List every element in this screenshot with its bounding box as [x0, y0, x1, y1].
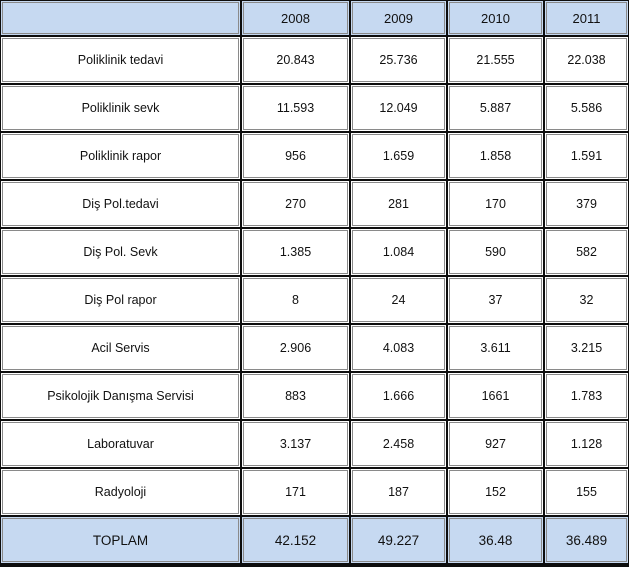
row-label: Poliklinik rapor	[1, 133, 240, 179]
total-cell-2008: 42.152	[242, 517, 349, 563]
row-label: Diş Pol rapor	[1, 277, 240, 323]
table-row: Poliklinik tedavi 20.843 25.736 21.555 2…	[1, 37, 628, 83]
table-cell: 4.083	[351, 325, 446, 371]
table-cell: 2.906	[242, 325, 349, 371]
table-cell: 5.887	[448, 85, 543, 131]
table-cell: 21.555	[448, 37, 543, 83]
table-cell: 37	[448, 277, 543, 323]
header-row: 2008 2009 2010 2011	[1, 1, 628, 35]
table-cell: 379	[545, 181, 628, 227]
table-cell: 1.783	[545, 373, 628, 419]
header-corner-cell	[1, 1, 240, 35]
table-cell: 5.586	[545, 85, 628, 131]
table-cell: 3.611	[448, 325, 543, 371]
header-year-2008: 2008	[242, 1, 349, 35]
table-cell: 11.593	[242, 85, 349, 131]
table-cell: 1.128	[545, 421, 628, 467]
table-cell: 22.038	[545, 37, 628, 83]
table-cell: 155	[545, 469, 628, 515]
table-cell: 20.843	[242, 37, 349, 83]
total-cell-2011: 36.489	[545, 517, 628, 563]
total-row: TOPLAM 42.152 49.227 36.48 36.489	[1, 517, 628, 563]
header-year-2010: 2010	[448, 1, 543, 35]
table-cell: 1.084	[351, 229, 446, 275]
total-cell-2010: 36.48	[448, 517, 543, 563]
header-year-2009: 2009	[351, 1, 446, 35]
row-label: Diş Pol. Sevk	[1, 229, 240, 275]
table-row: Diş Pol rapor 8 24 37 32	[1, 277, 628, 323]
table-cell: 1.591	[545, 133, 628, 179]
row-label: Diş Pol.tedavi	[1, 181, 240, 227]
table-row: Acil Servis 2.906 4.083 3.611 3.215	[1, 325, 628, 371]
table-cell: 3.215	[545, 325, 628, 371]
table-cell: 170	[448, 181, 543, 227]
table-cell: 171	[242, 469, 349, 515]
table-row: Diş Pol. Sevk 1.385 1.084 590 582	[1, 229, 628, 275]
table-row: Poliklinik rapor 956 1.659 1.858 1.591	[1, 133, 628, 179]
row-label: Psikolojik Danışma Servisi	[1, 373, 240, 419]
table-cell: 187	[351, 469, 446, 515]
table-cell: 270	[242, 181, 349, 227]
table-cell: 8	[242, 277, 349, 323]
header-year-2011: 2011	[545, 1, 628, 35]
table-row: Radyoloji 171 187 152 155	[1, 469, 628, 515]
table-row: Laboratuvar 3.137 2.458 927 1.128	[1, 421, 628, 467]
table-cell: 24	[351, 277, 446, 323]
table-row: Poliklinik sevk 11.593 12.049 5.887 5.58…	[1, 85, 628, 131]
table-cell: 956	[242, 133, 349, 179]
total-label: TOPLAM	[1, 517, 240, 563]
table-cell: 12.049	[351, 85, 446, 131]
table-cell: 927	[448, 421, 543, 467]
row-label: Laboratuvar	[1, 421, 240, 467]
row-label: Poliklinik tedavi	[1, 37, 240, 83]
table-cell: 25.736	[351, 37, 446, 83]
table-cell: 1.858	[448, 133, 543, 179]
table-cell: 582	[545, 229, 628, 275]
row-label: Radyoloji	[1, 469, 240, 515]
total-cell-2009: 49.227	[351, 517, 446, 563]
table-cell: 3.137	[242, 421, 349, 467]
table-cell: 32	[545, 277, 628, 323]
table-cell: 590	[448, 229, 543, 275]
table-cell: 1.666	[351, 373, 446, 419]
table-cell: 281	[351, 181, 446, 227]
row-label: Poliklinik sevk	[1, 85, 240, 131]
table-cell: 1.385	[242, 229, 349, 275]
table-cell: 152	[448, 469, 543, 515]
table-row: Diş Pol.tedavi 270 281 170 379	[1, 181, 628, 227]
table-cell: 1661	[448, 373, 543, 419]
table-cell: 883	[242, 373, 349, 419]
table-row: Psikolojik Danışma Servisi 883 1.666 166…	[1, 373, 628, 419]
row-label: Acil Servis	[1, 325, 240, 371]
table-cell: 2.458	[351, 421, 446, 467]
table-cell: 1.659	[351, 133, 446, 179]
